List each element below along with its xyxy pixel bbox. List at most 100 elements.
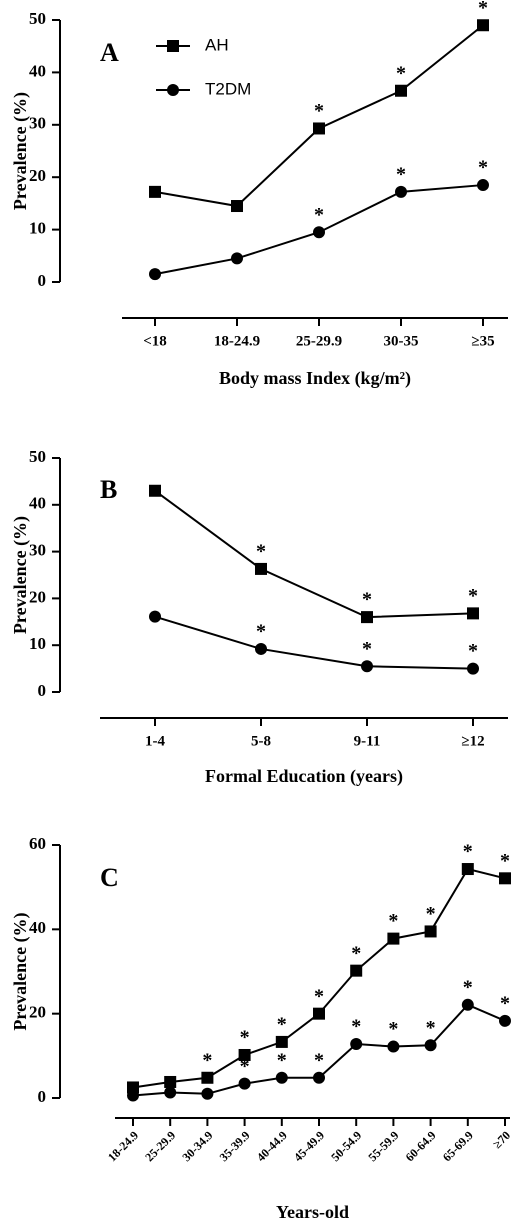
- square-marker: [255, 562, 267, 575]
- significance-mark: *: [426, 903, 436, 925]
- circle-marker: [313, 1071, 325, 1084]
- square-marker: [313, 122, 325, 135]
- x-tick-label: 18-24.9: [105, 1128, 141, 1164]
- square-marker: [350, 964, 363, 977]
- y-tick-label: 0: [38, 271, 47, 290]
- x-tick-label: 5-8: [251, 733, 271, 749]
- square-marker: [149, 185, 161, 198]
- x-axis-label: Formal Education (years): [205, 766, 403, 787]
- x-tick-label: 9-11: [354, 733, 381, 749]
- y-axis-label: Prevalence (%): [10, 92, 31, 210]
- x-tick-label: 55-59.9: [365, 1128, 401, 1164]
- significance-mark: *: [314, 204, 324, 226]
- circle-marker: [387, 1040, 400, 1053]
- x-tick-label: 18-24.9: [214, 333, 260, 349]
- y-tick-label: 60: [29, 834, 46, 853]
- x-tick-label: 35-39.9: [217, 1128, 253, 1164]
- circle-marker: [361, 660, 373, 673]
- y-tick-label: 40: [29, 61, 46, 80]
- significance-mark: *: [240, 1055, 250, 1077]
- significance-mark: *: [396, 62, 406, 84]
- significance-mark: *: [396, 163, 406, 185]
- square-marker: [231, 200, 243, 213]
- circle-marker: [255, 642, 267, 655]
- significance-mark: *: [277, 1014, 287, 1036]
- x-tick-label: 50-54.9: [328, 1128, 364, 1164]
- square-marker: [275, 1035, 288, 1048]
- significance-mark: *: [468, 640, 478, 662]
- significance-mark: *: [478, 157, 488, 179]
- square-marker: [395, 84, 407, 97]
- significance-mark: *: [256, 621, 266, 643]
- square-marker: [201, 1071, 214, 1084]
- legend-label: AH: [205, 35, 229, 54]
- x-tick-label: 25-29.9: [296, 333, 342, 349]
- legend-label: T2DM: [205, 79, 251, 98]
- circle-marker: [238, 1077, 251, 1090]
- significance-mark: *: [463, 976, 473, 998]
- significance-mark: *: [426, 1017, 436, 1039]
- circle-marker: [313, 226, 325, 239]
- y-tick-label: 30: [29, 541, 46, 560]
- square-marker: [361, 611, 373, 624]
- circle-marker: [467, 662, 479, 675]
- square-marker: [149, 484, 161, 497]
- significance-mark: *: [351, 1016, 361, 1038]
- y-tick-label: 10: [29, 219, 46, 238]
- y-axis-label: Prevalence (%): [10, 912, 31, 1030]
- significance-mark: *: [240, 1027, 250, 1049]
- x-tick-label: ≥35: [471, 333, 494, 349]
- x-tick-label: 25-29.9: [142, 1128, 178, 1164]
- x-tick-label: 65-69.9: [440, 1128, 476, 1164]
- significance-mark: *: [314, 1049, 324, 1071]
- panel-label: C: [100, 863, 119, 892]
- x-tick-label: 45-49.9: [291, 1128, 327, 1164]
- panel-label: B: [100, 475, 117, 504]
- panel-label: A: [100, 38, 119, 67]
- circle-marker: [461, 998, 474, 1011]
- significance-mark: *: [468, 585, 478, 607]
- y-tick-label: 40: [29, 918, 46, 937]
- series-line: [154, 615, 474, 670]
- square-marker: [461, 863, 474, 876]
- x-tick-label: ≥12: [461, 733, 484, 749]
- series-line: [154, 489, 474, 619]
- square-marker: [424, 925, 437, 938]
- square-marker: [238, 1048, 251, 1061]
- significance-mark: *: [463, 841, 473, 863]
- circle-marker: [477, 179, 489, 192]
- circle-marker: [231, 252, 243, 265]
- x-tick-label: 60-64.9: [403, 1128, 439, 1164]
- square-marker: [467, 607, 479, 620]
- circle-marker: [395, 185, 407, 198]
- circle-marker: [201, 1087, 214, 1100]
- circle-marker: [424, 1039, 437, 1052]
- circle-marker: [149, 268, 161, 281]
- significance-mark: *: [202, 1049, 212, 1071]
- y-tick-label: 0: [38, 681, 47, 700]
- significance-mark: *: [362, 589, 372, 611]
- significance-mark: *: [478, 0, 488, 19]
- y-tick-label: 20: [29, 1003, 46, 1022]
- circle-marker: [275, 1071, 288, 1084]
- x-tick-label: 30-34.9: [179, 1128, 215, 1164]
- legend-marker: [167, 40, 179, 52]
- x-axis-label: Body mass Index (kg/m²): [219, 368, 411, 389]
- x-tick-label: <18: [143, 333, 167, 349]
- significance-mark: *: [500, 850, 510, 872]
- significance-mark: *: [500, 992, 510, 1014]
- circle-marker: [127, 1089, 139, 1102]
- legend-marker: [167, 84, 179, 96]
- x-tick-label: 40-44.9: [254, 1128, 290, 1164]
- significance-mark: *: [314, 100, 324, 122]
- significance-mark: *: [277, 1049, 287, 1071]
- y-tick-label: 50: [29, 447, 46, 466]
- significance-mark: *: [351, 942, 361, 964]
- circle-marker: [350, 1038, 363, 1051]
- y-tick-label: 0: [38, 1087, 47, 1106]
- square-marker: [164, 1075, 177, 1088]
- square-marker: [477, 19, 489, 32]
- y-tick-label: 50: [29, 9, 46, 28]
